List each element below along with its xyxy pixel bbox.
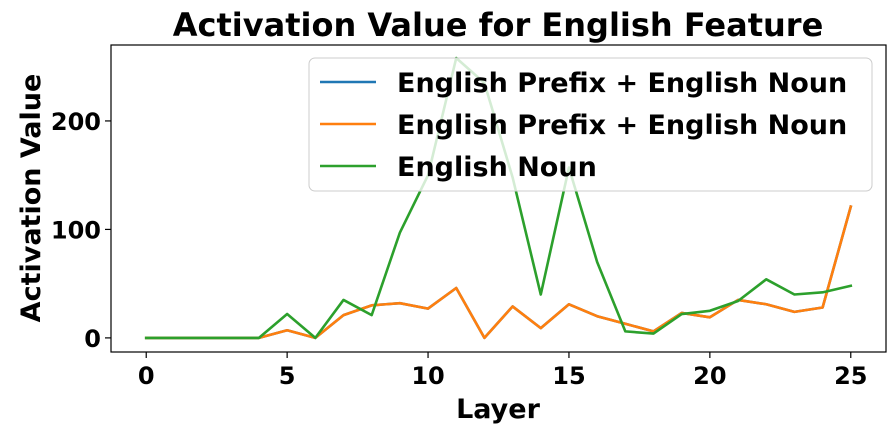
plot-frame <box>110 44 887 353</box>
legend: English Prefix + English Noun English Pre… <box>308 57 873 192</box>
x-tick-label: 20 <box>693 362 726 390</box>
y-tick-label: 0 <box>84 325 101 353</box>
legend-label-1: English Prefix + English Noun <box>397 68 847 99</box>
x-tick-label: 10 <box>411 362 444 390</box>
x-axis: 0 5 10 15 20 25 <box>138 352 867 390</box>
legend-label-3: English Noun <box>397 152 597 183</box>
legend-box <box>308 57 873 192</box>
y-tick-label: 200 <box>51 108 101 136</box>
chart-title: Activation Value for English Feature <box>173 6 824 44</box>
x-tick-label: 0 <box>138 362 155 390</box>
y-axis-label: Activation Value <box>16 74 47 323</box>
series-line-1 <box>144 205 853 340</box>
x-tick-label: 25 <box>834 362 867 390</box>
legend-label-2: English Prefix + English Noun <box>397 110 847 141</box>
x-tick-label: 5 <box>279 362 296 390</box>
x-tick-label: 15 <box>552 362 585 390</box>
x-axis-label: Layer <box>456 394 541 425</box>
series-line-2 <box>144 205 853 340</box>
y-tick-label: 100 <box>51 216 101 244</box>
y-axis: 0 100 200 <box>51 108 111 353</box>
